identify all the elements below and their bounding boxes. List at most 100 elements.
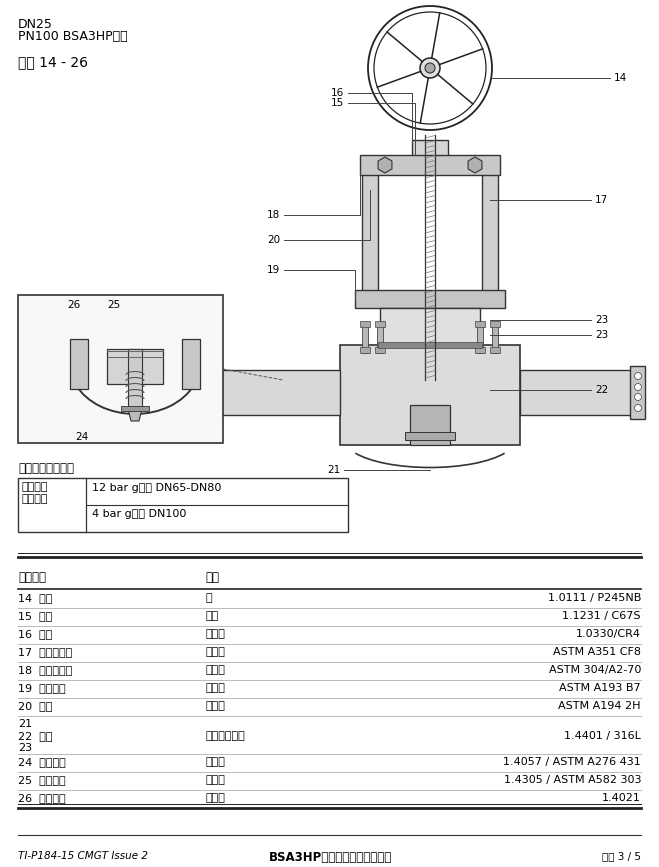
Bar bbox=[520, 370, 635, 415]
Bar bbox=[378, 342, 482, 348]
Circle shape bbox=[192, 394, 198, 401]
Text: 超过此范
围时选用: 超过此范 围时选用 bbox=[22, 482, 49, 504]
Bar bbox=[355, 290, 505, 308]
Text: 钔: 钔 bbox=[205, 593, 212, 603]
Text: 18  内六角螺丝: 18 内六角螺丝 bbox=[18, 665, 72, 675]
Circle shape bbox=[420, 58, 440, 78]
Text: 24: 24 bbox=[75, 432, 88, 442]
Text: DN25: DN25 bbox=[18, 18, 53, 31]
Text: 26  平衡阀芯: 26 平衡阀芯 bbox=[18, 793, 66, 803]
Text: 石墨和不锈钔: 石墨和不锈钔 bbox=[205, 731, 244, 741]
Bar bbox=[18, 295, 223, 443]
Circle shape bbox=[635, 373, 641, 380]
Text: 碳钔: 碳钔 bbox=[205, 611, 218, 621]
Text: 不锈钔: 不锈钔 bbox=[205, 793, 225, 803]
Bar bbox=[492, 323, 498, 353]
Bar bbox=[121, 406, 149, 411]
Bar bbox=[630, 366, 645, 419]
Text: ASTM A194 2H: ASTM A194 2H bbox=[558, 701, 641, 711]
Text: 20  螺母: 20 螺母 bbox=[18, 701, 52, 711]
Text: 15: 15 bbox=[331, 98, 344, 108]
Text: 部件 14 - 26: 部件 14 - 26 bbox=[18, 55, 88, 69]
Bar bbox=[200, 370, 340, 415]
Circle shape bbox=[192, 405, 198, 412]
Bar bbox=[410, 405, 450, 445]
Text: 1.0330/CR4: 1.0330/CR4 bbox=[576, 629, 641, 639]
Text: 18: 18 bbox=[267, 210, 280, 220]
Bar bbox=[107, 349, 163, 384]
Circle shape bbox=[635, 383, 641, 390]
Text: 22  庞片: 22 庞片 bbox=[18, 731, 53, 741]
Bar bbox=[182, 339, 200, 389]
Text: 1.4021: 1.4021 bbox=[602, 793, 641, 803]
Text: 23: 23 bbox=[595, 330, 608, 340]
Bar bbox=[412, 140, 448, 156]
Polygon shape bbox=[418, 156, 442, 168]
Text: 低碳钔: 低碳钔 bbox=[205, 629, 225, 639]
Text: 16: 16 bbox=[331, 88, 344, 98]
Text: 材质: 材质 bbox=[205, 571, 219, 584]
Text: 23: 23 bbox=[18, 743, 32, 753]
Bar bbox=[375, 321, 385, 327]
Text: 15  卡黄: 15 卡黄 bbox=[18, 611, 52, 621]
Text: 21: 21 bbox=[327, 465, 340, 475]
Text: 1.0111 / P245NB: 1.0111 / P245NB bbox=[548, 593, 641, 603]
Bar bbox=[362, 323, 368, 353]
Bar bbox=[362, 160, 378, 305]
Text: 19: 19 bbox=[267, 265, 280, 275]
Text: 23: 23 bbox=[595, 315, 608, 325]
Bar bbox=[340, 345, 520, 445]
Bar bbox=[18, 478, 348, 532]
Text: 21: 21 bbox=[18, 719, 32, 729]
Text: 1.1231 / C67S: 1.1231 / C67S bbox=[563, 611, 641, 621]
Text: 不锈钔: 不锈钔 bbox=[205, 647, 225, 657]
Text: 4 bar g压差 DN100: 4 bar g压差 DN100 bbox=[92, 509, 186, 519]
Text: 16  塔头: 16 塔头 bbox=[18, 629, 52, 639]
Circle shape bbox=[635, 394, 641, 401]
Text: 可选平衡阀芯组件: 可选平衡阀芯组件 bbox=[18, 462, 74, 475]
Text: 14  手轮: 14 手轮 bbox=[18, 593, 52, 603]
Bar bbox=[360, 347, 370, 353]
Text: BSA3HP波纹管密封高压截止阀: BSA3HP波纹管密封高压截止阀 bbox=[268, 851, 391, 864]
Circle shape bbox=[192, 373, 198, 380]
Text: 20: 20 bbox=[267, 235, 280, 245]
Bar bbox=[477, 323, 483, 353]
Text: 24  阀杆塔头: 24 阀杆塔头 bbox=[18, 757, 66, 767]
Text: 不锈钔: 不锈钔 bbox=[205, 775, 225, 785]
Bar bbox=[70, 339, 88, 389]
Text: 17  阀杆连接器: 17 阀杆连接器 bbox=[18, 647, 72, 657]
Text: ASTM 304/A2-70: ASTM 304/A2-70 bbox=[549, 665, 641, 675]
Bar bbox=[490, 347, 500, 353]
Bar bbox=[377, 323, 383, 353]
Text: 页码 3 / 5: 页码 3 / 5 bbox=[602, 851, 641, 861]
Text: ASTM A351 CF8: ASTM A351 CF8 bbox=[553, 647, 641, 657]
Text: 1.4401 / 316L: 1.4401 / 316L bbox=[564, 731, 641, 741]
Text: 22: 22 bbox=[595, 385, 608, 395]
Text: ASTM A193 B7: ASTM A193 B7 bbox=[559, 683, 641, 693]
Text: 不锈钔: 不锈钔 bbox=[205, 665, 225, 675]
Bar bbox=[360, 321, 370, 327]
Circle shape bbox=[425, 63, 435, 73]
Polygon shape bbox=[128, 409, 142, 421]
Circle shape bbox=[635, 405, 641, 412]
Circle shape bbox=[192, 383, 198, 390]
Bar bbox=[360, 155, 500, 175]
Bar bbox=[475, 347, 485, 353]
Text: TI-P184-15 CMGT Issue 2: TI-P184-15 CMGT Issue 2 bbox=[18, 851, 148, 861]
Text: 序号部件: 序号部件 bbox=[18, 571, 46, 584]
Text: 26: 26 bbox=[67, 300, 80, 310]
Text: 合金钔: 合金钔 bbox=[205, 701, 225, 711]
Text: 1.4057 / ASTM A276 431: 1.4057 / ASTM A276 431 bbox=[503, 757, 641, 767]
Text: 1.4305 / ASTM A582 303: 1.4305 / ASTM A582 303 bbox=[503, 775, 641, 785]
Bar bbox=[405, 432, 455, 440]
Text: 不锈钔: 不锈钔 bbox=[205, 757, 225, 767]
Bar bbox=[475, 321, 485, 327]
Bar bbox=[482, 160, 498, 305]
Text: 合金钔: 合金钔 bbox=[205, 683, 225, 693]
Bar bbox=[190, 366, 205, 419]
Text: 25: 25 bbox=[107, 300, 120, 310]
Bar bbox=[128, 349, 142, 409]
Text: 25  止动螺母: 25 止动螺母 bbox=[18, 775, 66, 785]
Bar bbox=[380, 308, 480, 345]
Bar bbox=[375, 347, 385, 353]
